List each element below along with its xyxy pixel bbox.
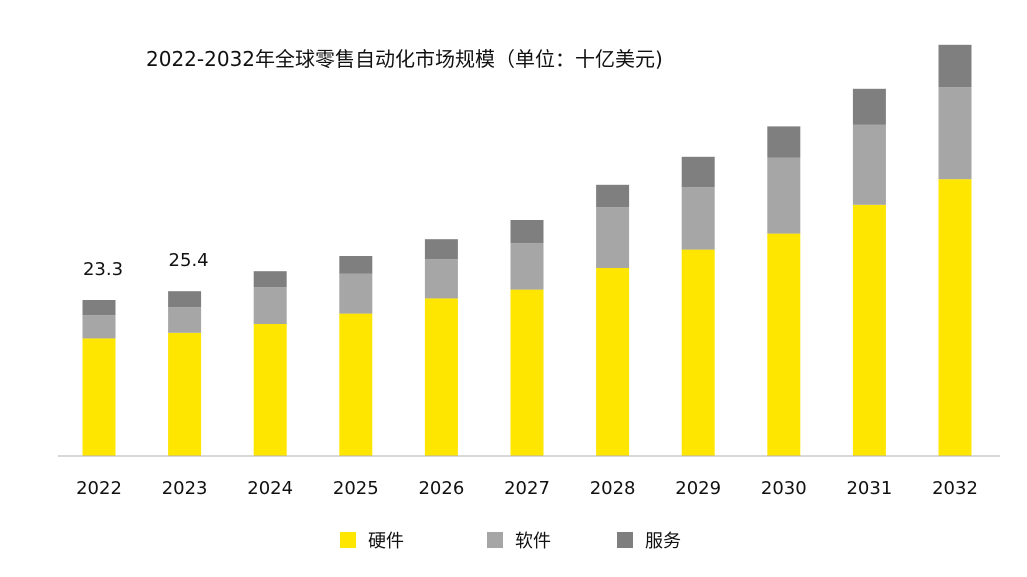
bar-2032-series-2 <box>938 44 972 88</box>
bar-2025-series-2 <box>339 256 373 274</box>
x-tick-label-2027: 2027 <box>504 478 550 499</box>
bar-2028-series-1 <box>596 207 630 268</box>
bar-2026-series-2 <box>424 239 458 260</box>
bar-2027-series-2 <box>510 220 544 244</box>
x-tick-label-2023: 2023 <box>162 478 208 499</box>
bar-2030-series-0 <box>767 233 801 456</box>
bar-2029-series-0 <box>681 249 715 456</box>
data-label-2023: 25.4 <box>169 250 209 271</box>
legend-swatch-0 <box>340 532 356 548</box>
bar-2032-series-0 <box>938 179 972 456</box>
data-label-2022: 23.3 <box>83 259 123 280</box>
bar-2031-series-1 <box>852 124 886 205</box>
bar-2030-series-1 <box>767 157 801 234</box>
x-tick-label-2024: 2024 <box>247 478 293 499</box>
bar-2027-series-0 <box>510 289 544 456</box>
x-tick-label-2026: 2026 <box>418 478 464 499</box>
x-tick-label-2031: 2031 <box>846 478 892 499</box>
bar-2022-series-1 <box>82 315 116 339</box>
bar-2025-series-0 <box>339 313 373 456</box>
x-tick-label-2025: 2025 <box>333 478 379 499</box>
bar-2024-series-2 <box>253 271 287 288</box>
legend-swatch-2 <box>617 532 633 548</box>
bar-2022-series-2 <box>82 300 116 316</box>
bar-2031-series-2 <box>852 88 886 125</box>
bar-2028-series-0 <box>596 268 630 456</box>
x-tick-label-2030: 2030 <box>761 478 807 499</box>
x-tick-label-2022: 2022 <box>76 478 122 499</box>
bar-2031-series-0 <box>852 204 886 456</box>
data-labels: 23.3 25.4 <box>83 250 209 280</box>
bar-2026-series-0 <box>424 298 458 456</box>
chart-title: 2022-2032年全球零售自动化市场规模（单位：十亿美元) <box>146 47 663 71</box>
legend-label-0: 硬件 <box>368 531 404 552</box>
bar-2028-series-2 <box>596 184 630 208</box>
bar-2023-series-1 <box>168 307 202 333</box>
bar-2027-series-1 <box>510 243 544 290</box>
bar-2029-series-1 <box>681 187 715 250</box>
bar-2023-series-0 <box>168 332 202 456</box>
bar-2026-series-1 <box>424 259 458 299</box>
x-tick-label-2032: 2032 <box>932 478 978 499</box>
bar-2024-series-1 <box>253 287 287 324</box>
bar-2032-series-1 <box>938 87 972 180</box>
bars-layer <box>82 44 972 456</box>
bar-2024-series-0 <box>253 324 287 456</box>
legend: 硬件 软件 服务 <box>340 531 681 552</box>
bar-2029-series-2 <box>681 156 715 188</box>
x-tick-label-2029: 2029 <box>675 478 721 499</box>
bar-2023-series-2 <box>168 291 202 308</box>
x-tick-labels: 2022 2023 2024 2025 2026 2027 2028 2029 2030 2031… <box>76 478 978 499</box>
legend-label-1: 软件 <box>515 531 551 552</box>
legend-label-2: 服务 <box>645 531 681 552</box>
bar-2025-series-1 <box>339 273 373 314</box>
legend-swatch-1 <box>487 532 503 548</box>
bar-2030-series-2 <box>767 126 801 158</box>
bar-2022-series-0 <box>82 338 116 456</box>
x-tick-label-2028: 2028 <box>590 478 636 499</box>
